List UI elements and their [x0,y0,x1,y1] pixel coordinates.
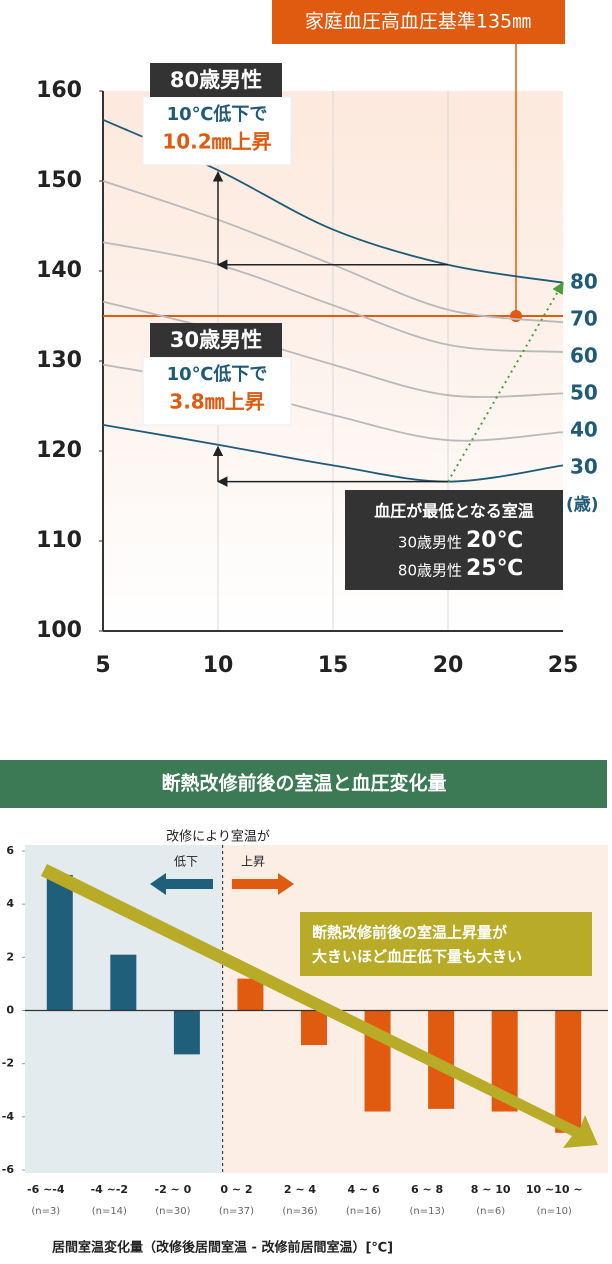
series-label: 60 [570,344,598,368]
note-line: 10℃低下で [167,363,268,385]
x-tick-label: 25 [548,653,579,678]
direction-down: 低下 [174,855,198,869]
series-label: 80 [570,270,598,294]
threshold-dot [510,310,522,322]
series-label: 40 [570,418,598,442]
callout-text: 断熱改修前後の室温上昇量が [312,924,508,942]
note-box [142,356,292,426]
x-tick-label: -6 ~-4 [27,1183,65,1196]
minimum-age: 80歳男性 [398,562,462,580]
minimum-age: 30歳男性 [398,534,462,552]
note-header [150,63,282,97]
x-tick-label: 6 ~ 8 [411,1183,443,1196]
x-tick-label: 8 ~ 10 [471,1183,511,1196]
threshold-box [272,0,565,44]
y-tick-label: -4 [2,1110,15,1123]
bar [237,978,264,1011]
callout-box [300,912,592,976]
x-tick-label: 5 [95,653,110,678]
series-line [102,241,564,353]
chart-title: 断熱改修前後の室温と血圧変化量 [161,772,446,795]
y-tick-label: 160 [36,78,82,103]
minimum-temp: 25℃ [466,556,523,581]
sample-size: (n=6) [476,1206,505,1217]
bar [46,874,73,1011]
x-tick-label: 4 ~ 6 [347,1183,380,1196]
x-tick-label: 10 [203,653,234,678]
minimum-shift-arrow [447,281,564,483]
trend-arrow [41,864,598,1148]
note-line: 10.2㎜上昇 [162,130,271,154]
x-tick-label: -4 ~-2 [91,1183,129,1196]
y-tick-label: 6 [6,844,14,857]
series-label: 50 [570,381,598,405]
y-tick-label: 150 [36,168,82,193]
sample-size: (n=36) [282,1206,317,1217]
x-tick-label: 15 [318,653,349,678]
x-axis-title: 居間室温変化量（改修後居間室温 - 改修前居間室温）[℃] [52,1240,393,1256]
minimum-temp: 20℃ [466,528,523,553]
series-label: 70 [570,307,598,331]
bar [301,1010,327,1046]
y-tick-label: -2 [2,1057,14,1070]
y-tick-label: 120 [36,438,82,463]
sample-size: (n=30) [155,1206,190,1217]
bar [110,954,137,1011]
y-tick-label: 140 [36,258,82,283]
note-title: 80歳男性 [170,68,262,92]
sample-size: (n=10) [537,1206,572,1217]
y-tick-label: 110 [36,528,82,553]
callout-text: 大きいほど血圧低下量も大きい [312,948,522,966]
series-line [102,300,564,398]
note-header [150,323,282,357]
threshold-label: 家庭血圧高血圧基準135㎜ [305,11,531,33]
y-tick-label: 130 [36,348,82,373]
y-tick-label: 0 [6,1004,14,1017]
y-tick-label: 100 [36,618,82,643]
up-arrow [232,873,294,895]
y-tick-label: -6 [2,1163,15,1176]
title-band [0,760,607,808]
line-chart: 5 10 15 20 25 100 110 120 130 140 150 160 家庭血圧高血圧基準1… [36,0,599,678]
minimum-box [345,490,563,590]
direction-up: 上昇 [241,855,265,869]
note-title: 30歳男性 [170,328,262,352]
x-tick-label: 20 [433,653,464,678]
x-tick-label: 10 ~10 ~ [526,1183,583,1196]
note-line: 10℃低下で [167,103,268,125]
down-arrow [150,873,213,895]
minimum-title: 血圧が最低となる室温 [374,502,534,521]
series-unit: (歳) [566,494,599,515]
x-tick-label: -2 ~ 0 [155,1183,192,1196]
sample-size: (n=37) [219,1206,254,1217]
series-label: 30 [570,455,598,479]
bar-chart: 断熱改修前後の室温と血圧変化量 -6 -4 -2 0 2 4 6 -6 ~-4 (n=3) -4 ~… [0,760,608,1256]
direction-heading: 改修により室温が [166,829,270,845]
sample-size: (n=14) [92,1206,127,1217]
bar [555,1010,582,1133]
note-line: 3.8㎜上昇 [169,390,264,414]
sample-size: (n=3) [31,1206,60,1217]
sample-size: (n=16) [346,1206,381,1217]
series-line [102,424,564,483]
bar [173,1010,200,1055]
sample-size: (n=13) [409,1206,444,1217]
y-tick-label: 4 [6,897,14,910]
y-tick-label: 2 [6,950,14,963]
x-tick-label: 2 ~ 4 [284,1183,317,1196]
x-tick-label: 0 ~ 2 [220,1183,252,1196]
